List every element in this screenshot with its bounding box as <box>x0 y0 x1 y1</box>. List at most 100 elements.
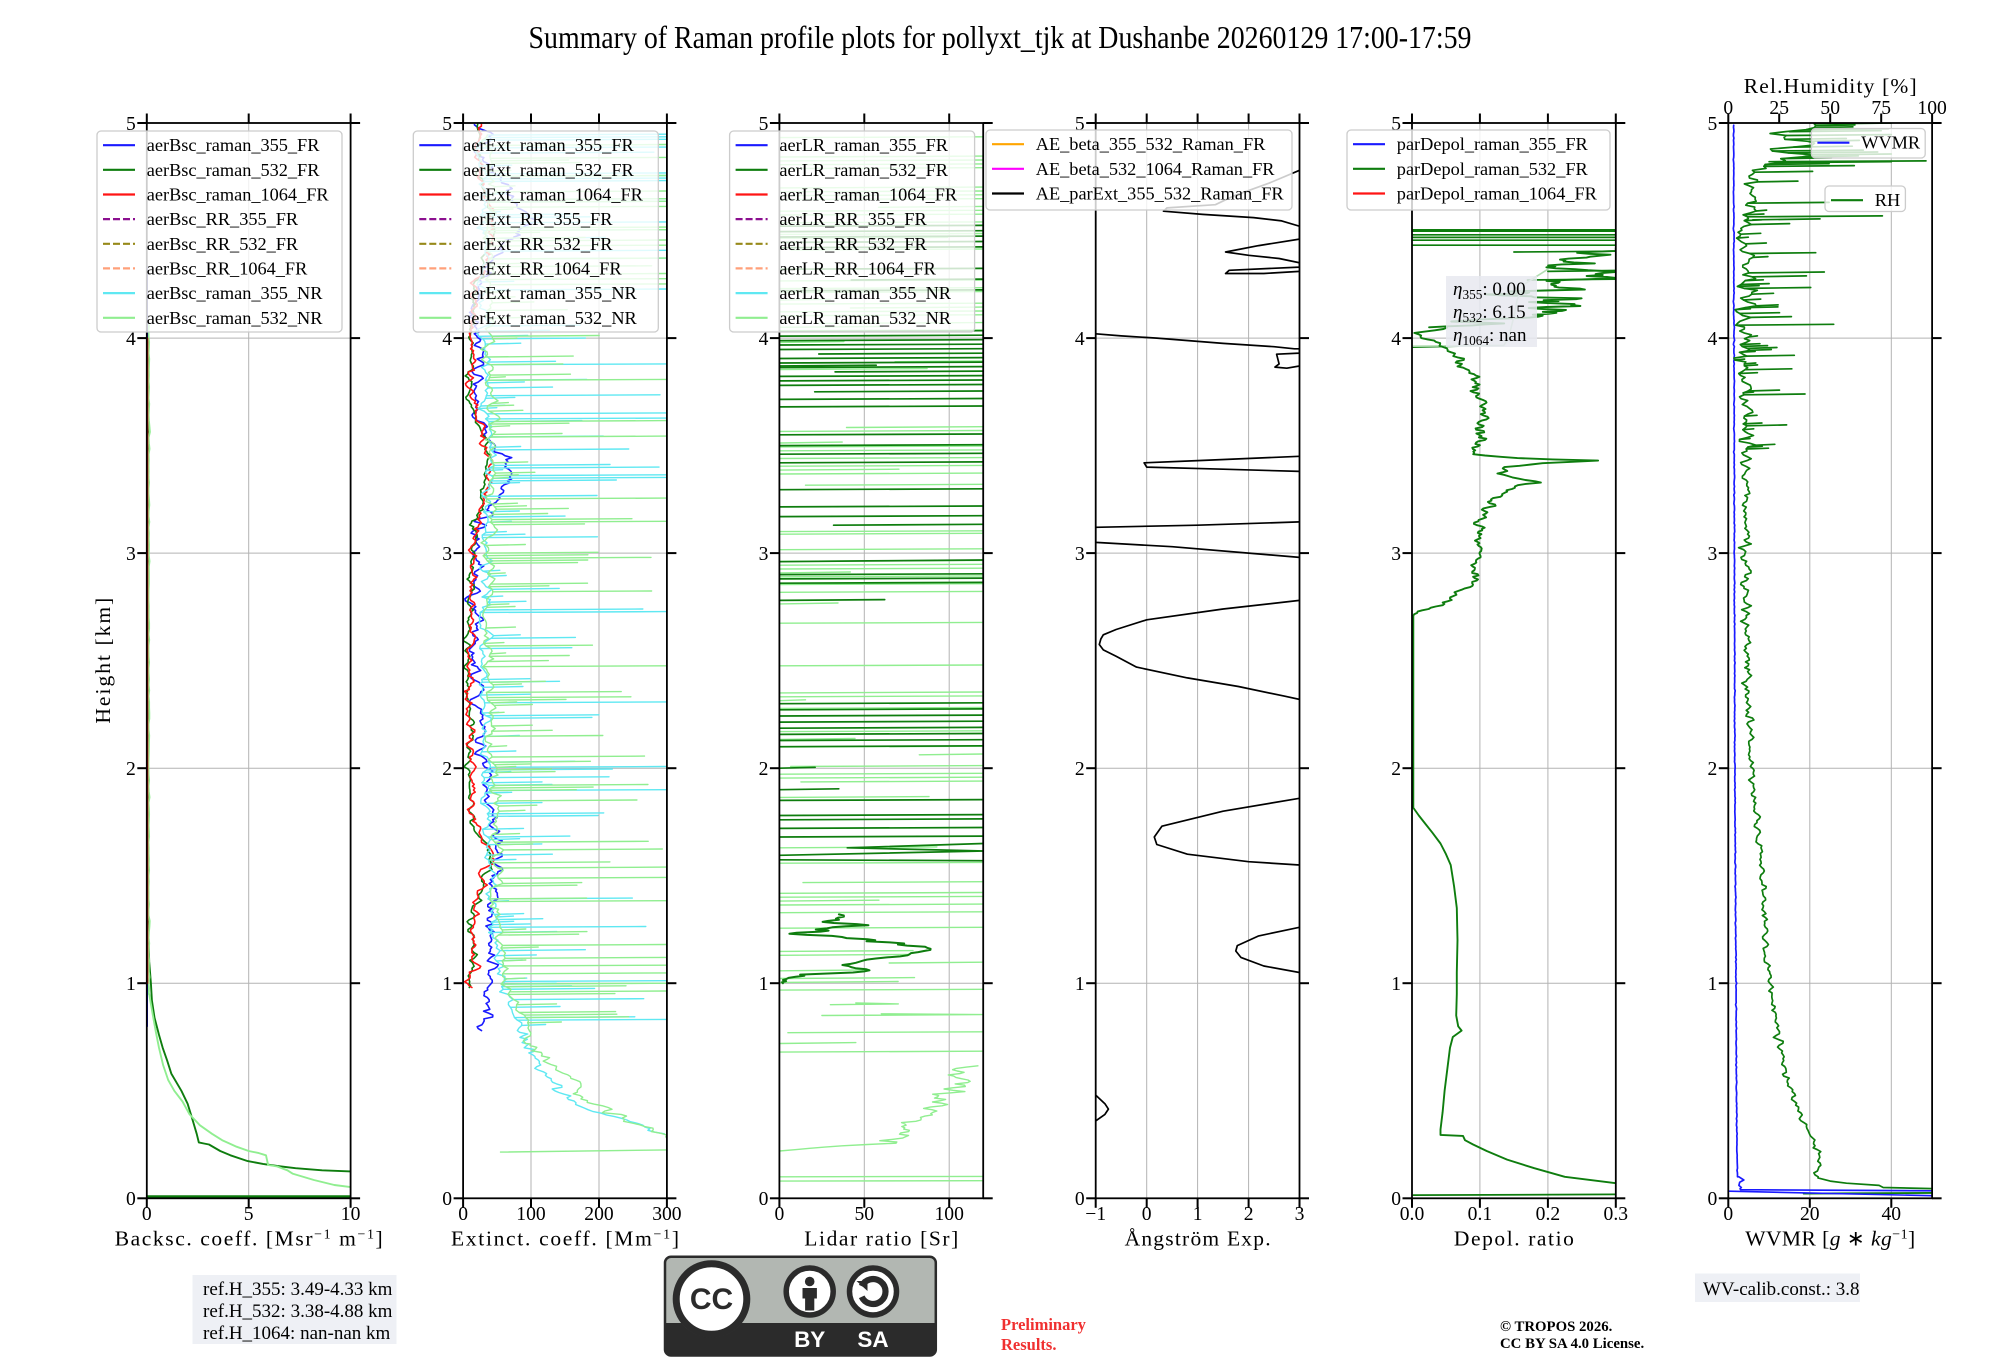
svg-text:aerExt_RR_355_FR: aerExt_RR_355_FR <box>463 209 613 229</box>
svg-text:0: 0 <box>126 1189 136 1210</box>
svg-text:3: 3 <box>126 544 136 565</box>
svg-text:aerBsc_raman_532_NR: aerBsc_raman_532_NR <box>147 308 323 328</box>
svg-text:aerExt_raman_1064_FR: aerExt_raman_1064_FR <box>463 185 644 205</box>
svg-text:AE_beta_532_1064_Raman_FR: AE_beta_532_1064_Raman_FR <box>1036 159 1275 179</box>
svg-text:4: 4 <box>442 329 452 350</box>
svg-text:0: 0 <box>775 1204 785 1225</box>
svg-text:5: 5 <box>244 1204 254 1225</box>
svg-text:50: 50 <box>855 1204 875 1225</box>
svg-text:aerBsc_raman_355_FR: aerBsc_raman_355_FR <box>147 135 320 155</box>
svg-text:4: 4 <box>759 329 769 350</box>
svg-text:aerBsc_raman_355_NR: aerBsc_raman_355_NR <box>147 283 323 303</box>
svg-text:η355: 0.00: η355: 0.00 <box>1453 279 1526 302</box>
svg-text:3: 3 <box>759 544 769 565</box>
svg-text:Results.: Results. <box>1001 1335 1056 1354</box>
svg-text:20: 20 <box>1800 1204 1820 1225</box>
svg-text:parDepol_raman_1064_FR: parDepol_raman_1064_FR <box>1397 184 1598 204</box>
svg-text:4: 4 <box>1391 329 1401 350</box>
svg-text:ref.H_532: 3.38-4.88 km: ref.H_532: 3.38-4.88 km <box>203 1301 393 1322</box>
svg-text:η532: 6.15: η532: 6.15 <box>1453 302 1526 325</box>
svg-text:aerExt_raman_532_FR: aerExt_raman_532_FR <box>463 160 634 180</box>
svg-text:Preliminary: Preliminary <box>1001 1315 1087 1334</box>
svg-text:ref.H_355: 3.49-4.33 km: ref.H_355: 3.49-4.33 km <box>203 1279 393 1300</box>
svg-text:3: 3 <box>442 544 452 565</box>
svg-text:5: 5 <box>126 114 136 135</box>
svg-text:SA: SA <box>857 1327 888 1352</box>
svg-text:0: 0 <box>142 1204 152 1225</box>
svg-text:Lidar ratio [Sr]: Lidar ratio [Sr] <box>804 1227 958 1251</box>
svg-text:−1: −1 <box>1085 1204 1106 1225</box>
svg-text:3: 3 <box>1708 544 1718 565</box>
svg-text:1: 1 <box>1391 974 1401 995</box>
svg-text:Summary of Raman profile plots: Summary of Raman profile plots for polly… <box>529 20 1472 55</box>
svg-text:2: 2 <box>442 759 452 780</box>
svg-text:Depol. ratio: Depol. ratio <box>1454 1227 1574 1251</box>
svg-text:0: 0 <box>1391 1189 1401 1210</box>
svg-text:Rel.Humidity [%]: Rel.Humidity [%] <box>1744 74 1917 98</box>
svg-text:0.0: 0.0 <box>1400 1204 1425 1225</box>
svg-text:5: 5 <box>1391 114 1401 135</box>
svg-text:0.2: 0.2 <box>1536 1204 1561 1225</box>
svg-text:3: 3 <box>1295 1204 1305 1225</box>
svg-text:1: 1 <box>126 974 136 995</box>
svg-text:1: 1 <box>442 974 452 995</box>
svg-text:1: 1 <box>1075 974 1085 995</box>
svg-text:ref.H_1064: nan-nan km: ref.H_1064: nan-nan km <box>203 1323 391 1344</box>
svg-text:200: 200 <box>584 1204 614 1225</box>
svg-text:50: 50 <box>1820 98 1840 119</box>
svg-text:aerBsc_raman_1064_FR: aerBsc_raman_1064_FR <box>147 185 330 205</box>
svg-text:aerBsc_raman_532_FR: aerBsc_raman_532_FR <box>147 160 320 180</box>
svg-text:AE_parExt_355_532_Raman_FR: AE_parExt_355_532_Raman_FR <box>1036 184 1285 204</box>
svg-text:aerBsc_RR_355_FR: aerBsc_RR_355_FR <box>147 209 299 229</box>
svg-text:0: 0 <box>1708 1189 1718 1210</box>
svg-text:100: 100 <box>516 1204 546 1225</box>
svg-text:100: 100 <box>935 1204 965 1225</box>
svg-text:0: 0 <box>1075 1189 1085 1210</box>
svg-text:0: 0 <box>759 1189 769 1210</box>
svg-text:0: 0 <box>1723 1204 1733 1225</box>
svg-text:25: 25 <box>1769 98 1789 119</box>
svg-text:1: 1 <box>1193 1204 1203 1225</box>
svg-text:5: 5 <box>442 114 452 135</box>
svg-text:0: 0 <box>1142 1204 1152 1225</box>
svg-text:0: 0 <box>458 1204 468 1225</box>
svg-text:aerLR_RR_355_FR: aerLR_RR_355_FR <box>779 209 927 229</box>
svg-text:2: 2 <box>1244 1204 1254 1225</box>
svg-text:100: 100 <box>1917 98 1947 119</box>
svg-text:75: 75 <box>1871 98 1891 119</box>
svg-text:aerLR_raman_355_NR: aerLR_raman_355_NR <box>779 283 951 303</box>
svg-text:aerBsc_RR_532_FR: aerBsc_RR_532_FR <box>147 234 299 254</box>
svg-text:aerLR_raman_532_FR: aerLR_raman_532_FR <box>779 160 948 180</box>
svg-text:5: 5 <box>1075 114 1085 135</box>
svg-text:2: 2 <box>1708 759 1718 780</box>
svg-text:4: 4 <box>1708 329 1718 350</box>
svg-text:5: 5 <box>1708 114 1718 135</box>
svg-text:parDepol_raman_532_FR: parDepol_raman_532_FR <box>1397 159 1589 179</box>
svg-text:WVMR [g ∗ kg−1]: WVMR [g ∗ kg−1] <box>1745 1227 1915 1251</box>
svg-text:WV-calib.const.: 3.8: WV-calib.const.: 3.8 <box>1703 1279 1860 1300</box>
svg-text:CC BY SA 4.0 License.: CC BY SA 4.0 License. <box>1500 1336 1644 1352</box>
svg-text:2: 2 <box>1075 759 1085 780</box>
svg-text:2: 2 <box>1391 759 1401 780</box>
svg-text:aerLR_RR_1064_FR: aerLR_RR_1064_FR <box>779 258 936 278</box>
svg-text:2: 2 <box>759 759 769 780</box>
svg-text:0: 0 <box>1723 98 1733 119</box>
svg-text:1: 1 <box>1708 974 1718 995</box>
svg-text:3: 3 <box>1391 544 1401 565</box>
svg-text:5: 5 <box>759 114 769 135</box>
svg-text:CC: CC <box>690 1283 733 1316</box>
svg-text:3: 3 <box>1075 544 1085 565</box>
svg-text:parDepol_raman_355_FR: parDepol_raman_355_FR <box>1397 134 1589 154</box>
svg-text:4: 4 <box>1075 329 1085 350</box>
svg-text:RH: RH <box>1875 190 1900 210</box>
svg-text:1: 1 <box>759 974 769 995</box>
svg-text:0: 0 <box>442 1189 452 1210</box>
svg-text:300: 300 <box>652 1204 682 1225</box>
svg-text:aerExt_raman_532_NR: aerExt_raman_532_NR <box>463 308 637 328</box>
svg-text:WVMR: WVMR <box>1861 133 1921 153</box>
svg-text:0.1: 0.1 <box>1468 1204 1493 1225</box>
svg-text:10: 10 <box>341 1204 361 1225</box>
svg-text:aerExt_RR_532_FR: aerExt_RR_532_FR <box>463 234 613 254</box>
svg-text:BY: BY <box>794 1327 825 1352</box>
svg-text:Ångström Exp.: Ångström Exp. <box>1125 1227 1271 1251</box>
